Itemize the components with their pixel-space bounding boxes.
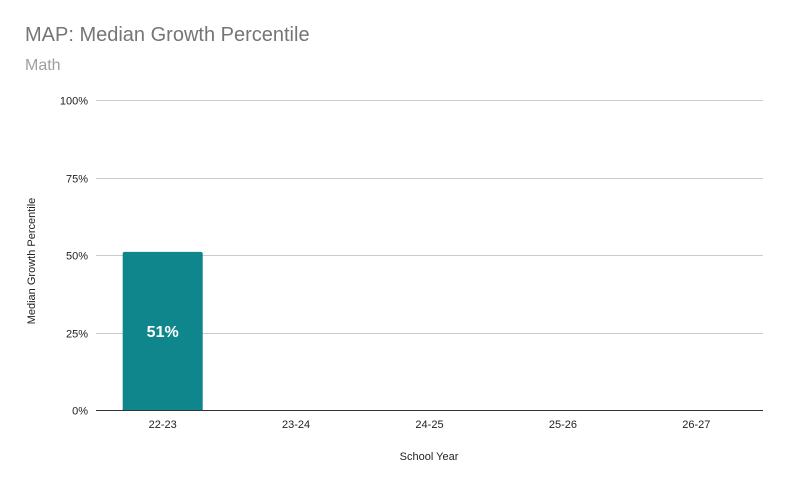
bar-data-label: 51% bbox=[147, 324, 179, 341]
y-tick-label: 0% bbox=[72, 406, 88, 418]
y-tick-label: 75% bbox=[66, 174, 88, 186]
x-axis-title: School Year bbox=[400, 451, 459, 463]
bars bbox=[122, 251, 203, 410]
chart-title: MAP: Median Growth Percentile bbox=[25, 24, 310, 46]
y-tick-label: 25% bbox=[66, 329, 88, 341]
labels: 0% 25% 50% 75% 100% 22-23 51% 23-24 24-25 25-26 26… bbox=[60, 96, 711, 432]
x-tick-label: 25-26 bbox=[549, 419, 577, 431]
x-tick-label: 24-25 bbox=[415, 419, 443, 431]
bar-22-23 bbox=[122, 251, 203, 410]
y-tick-label: 100% bbox=[60, 96, 88, 108]
y-axis-title: Median Growth Percentile bbox=[26, 198, 38, 325]
y-tick-label: 50% bbox=[66, 251, 88, 263]
x-tick-label: 26-27 bbox=[682, 419, 710, 431]
x-tick-label: 22-23 bbox=[149, 419, 177, 431]
x-tick-label: 23-24 bbox=[282, 419, 310, 431]
chart-subtitle: Math bbox=[25, 57, 61, 74]
gridlines bbox=[96, 100, 763, 334]
